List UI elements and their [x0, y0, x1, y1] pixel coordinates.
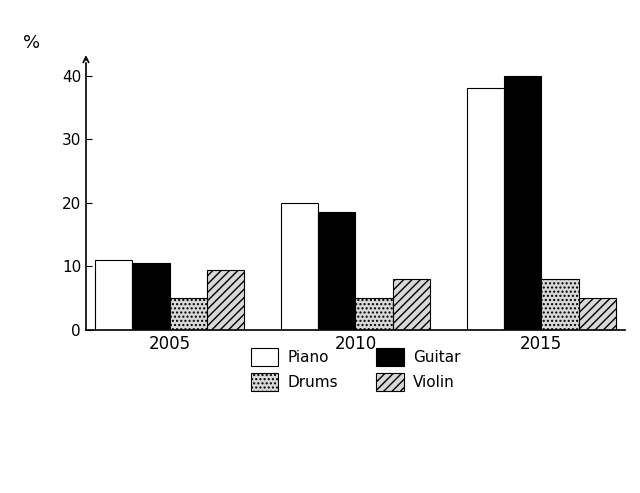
Bar	[504, 76, 541, 330]
Bar	[318, 212, 355, 330]
Bar	[579, 298, 616, 330]
Bar	[95, 260, 132, 330]
Bar	[541, 279, 579, 330]
Legend: Piano, Drums, Guitar, Violin: Piano, Drums, Guitar, Violin	[244, 342, 467, 397]
Bar	[170, 298, 207, 330]
Text: %: %	[24, 35, 40, 52]
Bar	[132, 263, 170, 330]
Bar	[393, 279, 430, 330]
Bar	[467, 88, 504, 330]
Bar	[281, 203, 318, 330]
Bar	[207, 270, 244, 330]
Bar	[355, 298, 393, 330]
